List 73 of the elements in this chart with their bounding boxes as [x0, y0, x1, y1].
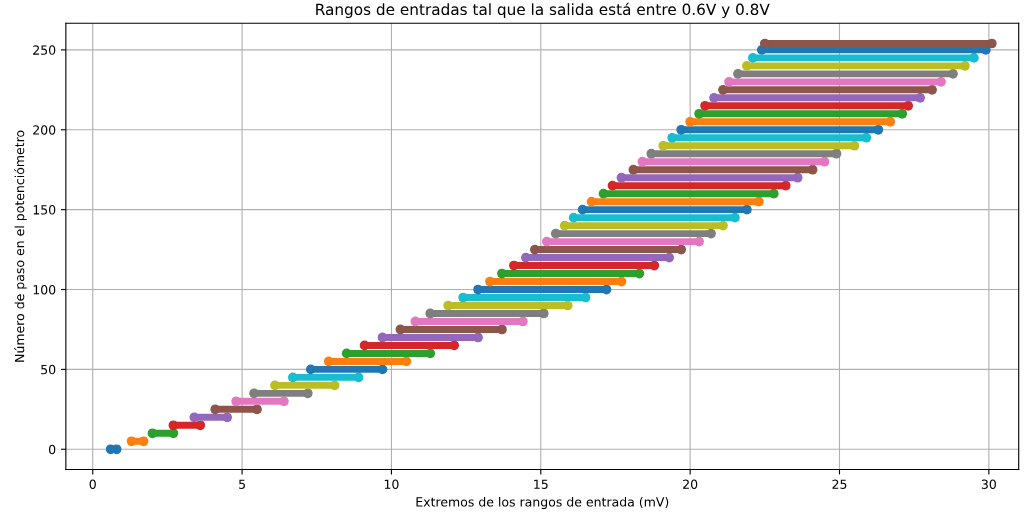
y-tick-label: 100: [33, 284, 56, 295]
point: [586, 196, 597, 207]
point: [559, 220, 570, 231]
point: [831, 148, 842, 159]
x-tick-label: 10: [384, 479, 399, 489]
point: [718, 84, 728, 95]
y-tick-label: 200: [33, 125, 56, 135]
point: [873, 124, 884, 135]
point: [305, 364, 316, 375]
point: [541, 236, 552, 247]
point: [724, 76, 734, 87]
point: [885, 116, 896, 127]
point: [222, 412, 233, 423]
point: [288, 372, 298, 383]
point: [897, 108, 908, 119]
point: [861, 132, 872, 143]
point: [730, 212, 740, 223]
point: [694, 108, 704, 119]
point: [249, 388, 259, 399]
x-tick-label: 30: [981, 479, 996, 489]
point: [126, 436, 137, 447]
y-tick-label: 0: [49, 444, 56, 455]
point: [936, 76, 946, 87]
x-axis-title: Extremos de los rangos de entrada (mV): [416, 496, 669, 510]
point: [377, 364, 388, 375]
point: [960, 61, 970, 71]
point: [270, 380, 280, 391]
y-tick-label: 250: [33, 45, 56, 55]
point: [700, 100, 710, 111]
point: [168, 428, 179, 439]
x-tick-label: 5: [239, 479, 245, 489]
x-tick-label: 0: [89, 479, 96, 489]
y-tick-label: 150: [33, 205, 56, 215]
point: [550, 228, 561, 239]
point: [195, 420, 206, 431]
point: [252, 404, 262, 415]
point: [607, 180, 618, 191]
point: [742, 204, 752, 215]
point: [748, 53, 758, 63]
y-axis-title: Número de paso en el potenciómetro: [14, 130, 27, 362]
point: [568, 212, 579, 223]
point: [458, 292, 468, 303]
point: [903, 100, 914, 111]
point: [694, 236, 704, 247]
x-tick-label: 15: [534, 479, 548, 489]
point: [147, 428, 158, 439]
point: [279, 396, 289, 407]
point: [577, 204, 588, 215]
chart-title: Rangos de entradas tal que la salida está entre 0.6V y 0.8V: [316, 2, 770, 19]
point: [353, 372, 364, 383]
point: [518, 316, 528, 327]
point: [709, 92, 719, 103]
x-tick-label: 25: [832, 479, 847, 489]
point: [509, 260, 519, 271]
point: [915, 92, 926, 103]
point: [948, 68, 958, 79]
point: [849, 140, 860, 151]
point: [718, 220, 728, 231]
point: [733, 68, 743, 79]
point: [473, 332, 483, 343]
point: [742, 61, 752, 71]
point: [598, 188, 609, 199]
point: [473, 284, 483, 295]
point: [706, 228, 716, 239]
point: [497, 324, 507, 335]
point: [485, 276, 495, 287]
y-tick-label: 50: [41, 364, 56, 375]
point: [969, 53, 979, 63]
x-tick-label: 20: [683, 479, 698, 489]
point: [927, 84, 937, 95]
point: [138, 436, 149, 447]
point: [231, 396, 241, 407]
point: [497, 268, 507, 279]
